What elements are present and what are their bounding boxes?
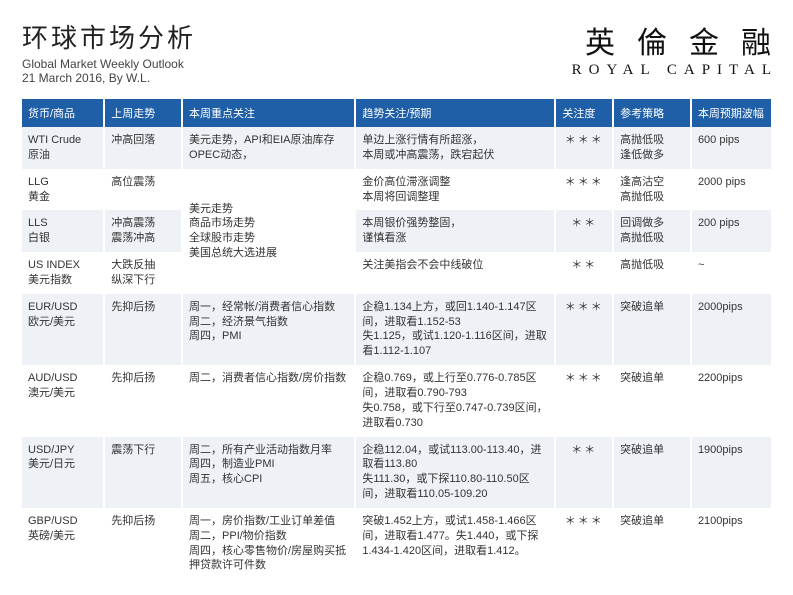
cell-strategy: 突破追单	[613, 294, 691, 365]
cell-asset: GBP/USD英磅/美元	[22, 508, 104, 579]
cell-trend: 企稳0.769，或上行至0.776-0.785区间，进取看0.790-793失0…	[355, 365, 555, 436]
cell-prev: 先抑后扬	[104, 365, 182, 436]
table-header-row: 货币/商品 上周走势 本周重点关注 趋势关注/预期 关注度 参考策略 本周预期波…	[22, 99, 771, 127]
logo-block: 英倫金融 ROYAL CAPITAL	[572, 18, 771, 79]
cell-focus: 周一，房价指数/工业订单差值周二，PPI/物价指数周四，核心零售物价/房屋购买抵…	[182, 508, 355, 579]
cell-strategy: 回调做多高抛低吸	[613, 210, 691, 252]
cell-asset: LLS白银	[22, 210, 104, 252]
cell-trend: 企稳1.134上方，或回1.140-1.147区间，进取看1.152-53失1.…	[355, 294, 555, 365]
cell-range: 600 pips	[691, 127, 771, 169]
logo-cn: 英倫金融	[572, 18, 793, 62]
cell-asset: LLG黄金	[22, 169, 104, 211]
cell-trend: 金价高位滞涨调整本周将回调整理	[355, 169, 555, 211]
cell-asset: USD/JPY美元/日元	[22, 437, 104, 508]
cell-focus: 周二，消费者信心指数/房价指数	[182, 365, 355, 436]
cell-prev: 冲高震荡震荡冲高	[104, 210, 182, 252]
th-trend: 趋势关注/预期	[355, 99, 555, 127]
cell-range: ~	[691, 252, 771, 294]
cell-attention: ＊＊＊	[555, 127, 613, 169]
page-title-cn: 环球市场分析	[22, 18, 196, 55]
cell-range: 2100pips	[691, 508, 771, 579]
cell-strategy: 高抛低吸	[613, 252, 691, 294]
th-strategy: 参考策略	[613, 99, 691, 127]
th-asset: 货币/商品	[22, 99, 104, 127]
table-row: US INDEX美元指数大跌反抽纵深下行 关注美指会不会中线破位＊＊高抛低吸~	[22, 252, 771, 294]
cell-trend: 单边上涨行情有所超涨，本周或冲高震荡，跌宕起伏	[355, 127, 555, 169]
cell-asset: EUR/USD欧元/美元	[22, 294, 104, 365]
cell-trend: 企稳112.04，或试113.00-113.40，进取看113.80失111.3…	[355, 437, 555, 508]
cell-attention: ＊＊＊	[555, 508, 613, 579]
cell-asset: US INDEX美元指数	[22, 252, 104, 294]
cell-trend: 关注美指会不会中线破位	[355, 252, 555, 294]
cell-strategy: 突破追单	[613, 365, 691, 436]
table-row: EUR/USD欧元/美元先抑后扬周一，经常帐/消费者信心指数周二，经济景气指数周…	[22, 294, 771, 365]
cell-prev: 震荡下行	[104, 437, 182, 508]
page-header: 环球市场分析 Global Market Weekly Outlook 21 M…	[22, 18, 771, 85]
cell-prev: 冲高回落	[104, 127, 182, 169]
cell-range: 2000 pips	[691, 169, 771, 211]
cell-focus: 美元走势，API和EIA原油库存OPEC动态，	[182, 127, 355, 169]
cell-asset: AUD/USD澳元/美元	[22, 365, 104, 436]
table-row: USD/JPY美元/日元震荡下行周二，所有产业活动指数月率周四，制造业PMI周五…	[22, 437, 771, 508]
cell-trend: 突破1.452上方，或试1.458-1.466区间，进取看1.477。失1.44…	[355, 508, 555, 579]
cell-range: 1900pips	[691, 437, 771, 508]
cell-strategy: 高抛低吸逢低做多	[613, 127, 691, 169]
cell-attention: ＊＊	[555, 252, 613, 294]
cell-strategy: 突破追单	[613, 437, 691, 508]
cell-range: 2000pips	[691, 294, 771, 365]
cell-strategy: 逢高沽空高抛低吸	[613, 169, 691, 211]
cell-strategy: 突破追单	[613, 508, 691, 579]
cell-focus: 周一，经常帐/消费者信心指数周二，经济景气指数周四，PMI	[182, 294, 355, 365]
cell-focus: 美元走势商品市场走势全球股市走势美国总统大选进展	[182, 169, 355, 294]
cell-asset: WTI Crude原油	[22, 127, 104, 169]
cell-attention: ＊＊＊	[555, 169, 613, 211]
th-attention: 关注度	[555, 99, 613, 127]
th-focus: 本周重点关注	[182, 99, 355, 127]
table-row: GBP/USD英磅/美元先抑后扬周一，房价指数/工业订单差值周二，PPI/物价指…	[22, 508, 771, 579]
table-row: AUD/USD澳元/美元先抑后扬周二，消费者信心指数/房价指数企稳0.769，或…	[22, 365, 771, 436]
cell-attention: ＊＊＊	[555, 294, 613, 365]
cell-range: 200 pips	[691, 210, 771, 252]
byline: 21 March 2016, By W.L.	[22, 71, 196, 85]
cell-focus: 周二，所有产业活动指数月率周四，制造业PMI周五，核心CPI	[182, 437, 355, 508]
table-row: LLS白银冲高震荡震荡冲高 本周银价强势整固，谨慎看涨＊＊回调做多高抛低吸200 …	[22, 210, 771, 252]
cell-prev: 高位震荡	[104, 169, 182, 211]
page-subtitle-en: Global Market Weekly Outlook	[22, 57, 196, 71]
cell-prev: 先抑后扬	[104, 508, 182, 579]
cell-range: 2200pips	[691, 365, 771, 436]
table-row: WTI Crude原油冲高回落美元走势，API和EIA原油库存OPEC动态，单边…	[22, 127, 771, 169]
market-table: 货币/商品 上周走势 本周重点关注 趋势关注/预期 关注度 参考策略 本周预期波…	[22, 99, 771, 579]
cell-attention: ＊＊	[555, 437, 613, 508]
logo-en: ROYAL CAPITAL	[572, 62, 778, 79]
cell-prev: 先抑后扬	[104, 294, 182, 365]
th-prev: 上周走势	[104, 99, 182, 127]
cell-attention: ＊＊＊	[555, 365, 613, 436]
cell-trend: 本周银价强势整固，谨慎看涨	[355, 210, 555, 252]
th-range: 本周预期波幅	[691, 99, 771, 127]
table-body: WTI Crude原油冲高回落美元走势，API和EIA原油库存OPEC动态，单边…	[22, 127, 771, 579]
table-row: LLG黄金高位震荡美元走势商品市场走势全球股市走势美国总统大选进展金价高位滞涨调…	[22, 169, 771, 211]
cell-attention: ＊＊	[555, 210, 613, 252]
title-block: 环球市场分析 Global Market Weekly Outlook 21 M…	[22, 18, 196, 85]
cell-prev: 大跌反抽纵深下行	[104, 252, 182, 294]
